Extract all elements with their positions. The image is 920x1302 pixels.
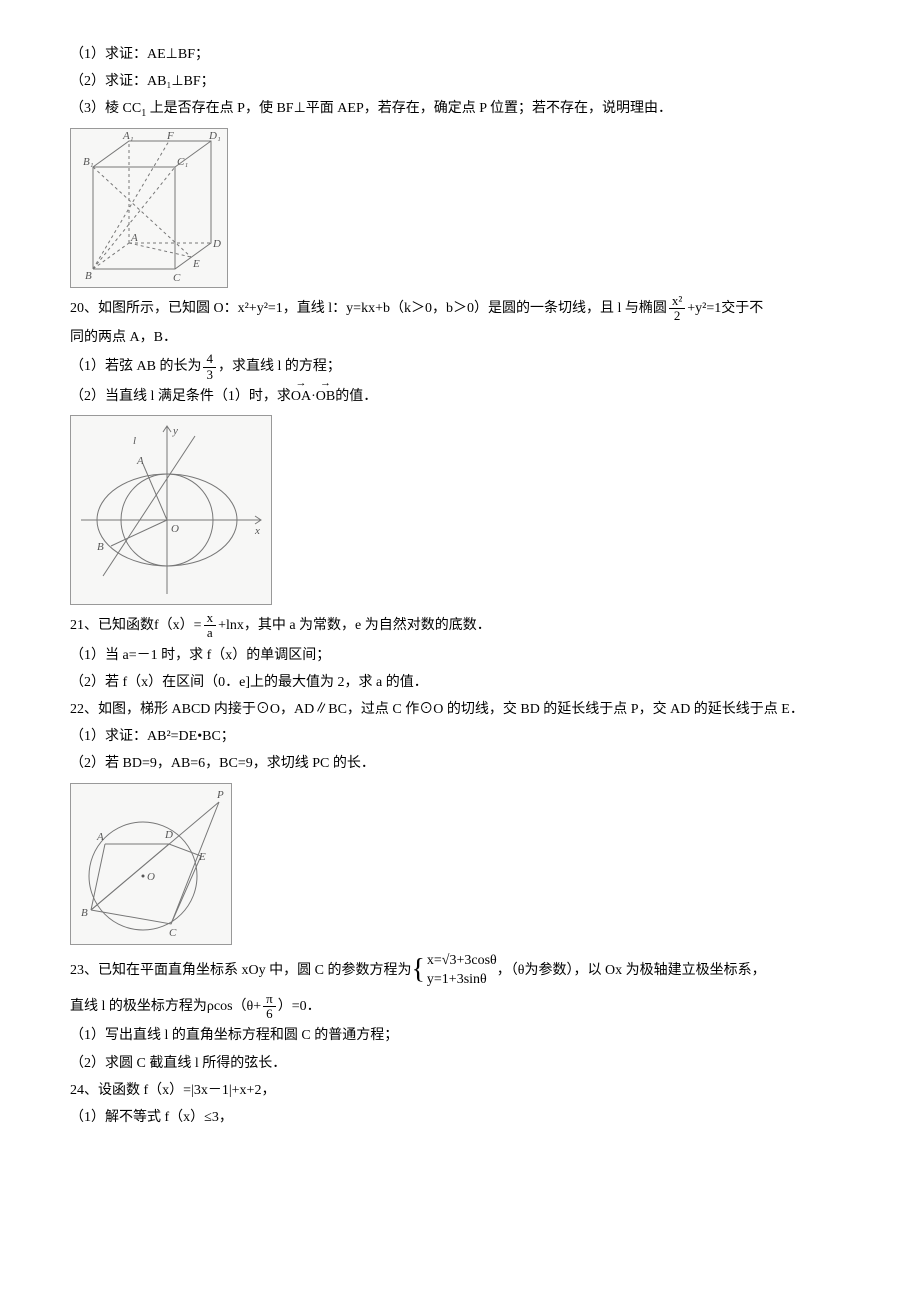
q23-num: 23、 xyxy=(70,962,98,977)
q21-part2: （2）若 f（x）在区间（0．e]上的最大值为 2，求 a 的值． xyxy=(70,670,850,695)
q20-part1: （1）若弦 AB 的长为43，求直线 l 的方程； xyxy=(70,352,850,382)
q20-ellipse-diagram: y A O x B l xyxy=(70,415,272,605)
q20-num: 20、 xyxy=(70,301,98,316)
svg-text:B: B xyxy=(85,270,92,282)
svg-text:A: A xyxy=(130,232,138,244)
svg-text:y: y xyxy=(172,425,178,437)
q23-stem-line2: 直线 l 的极坐标方程为ρcos（θ+π6）=0． xyxy=(70,992,850,1022)
q22-part1: （1）求证：AB²=DE•BC； xyxy=(70,724,850,749)
svg-text:A₁: A₁ xyxy=(122,130,134,142)
svg-text:F: F xyxy=(166,130,174,142)
q19-p3-a: （3）棱 CC xyxy=(70,101,141,116)
svg-text:P: P xyxy=(216,789,224,801)
q23-part2: （2）求圆 C 截直线 l 所得的弦长． xyxy=(70,1051,850,1076)
q21-part1: （1）当 a=－1 时，求 f（x）的单调区间； xyxy=(70,643,850,668)
q19-part2: （2）求证：AB₁⊥BF； xyxy=(70,69,850,94)
svg-text:x: x xyxy=(254,525,260,537)
svg-text:C₁: C₁ xyxy=(177,156,188,168)
q24-part1: （1）解不等式 f（x）≤3， xyxy=(70,1105,850,1130)
svg-text:C: C xyxy=(173,272,181,284)
brace-icon: { xyxy=(411,956,424,984)
q22-num: 22、 xyxy=(70,702,98,717)
q20-stem-line2: 同的两点 A，B． xyxy=(70,325,850,350)
q23-stem-line1: 23、已知在平面直角坐标系 xOy 中，圆 C 的参数方程为{x=√3+3cos… xyxy=(70,951,850,990)
q20-frac1: x²2 xyxy=(669,294,685,324)
q19-cube-diagram: A₁ F D₁ B₁ C₁ A DE B C xyxy=(70,128,228,288)
svg-text:E: E xyxy=(198,851,206,863)
q23-part1: （1）写出直线 l 的直角坐标方程和圆 C 的普通方程； xyxy=(70,1023,850,1048)
svg-text:B: B xyxy=(81,907,88,919)
q20-stem-b: +y²=1交于不 xyxy=(687,301,763,316)
q19-part3: （3）棱 CC1 上是否存在点 P，使 BF⊥平面 AEP，若存在，确定点 P … xyxy=(70,96,850,121)
q20-stem-line1: 20、如图所示，已知圆 O：x²+y²=1，直线 l：y=kx+b（k＞0，b＞… xyxy=(70,294,850,324)
svg-text:E: E xyxy=(192,258,200,270)
q20-part2: （2）当直线 l 满足条件（1）时，求OA·OB的值． xyxy=(70,384,850,409)
q21-stem: 21、已知函数f（x）=xa+lnx，其中 a 为常数，e 为自然对数的底数． xyxy=(70,611,850,641)
q24-num: 24、 xyxy=(70,1083,98,1098)
svg-text:A: A xyxy=(96,831,104,843)
svg-text:B₁: B₁ xyxy=(83,156,94,168)
q22-stem: 22、如图，梯形 ABCD 内接于⊙O，AD∥BC，过点 C 作⊙O 的切线，交… xyxy=(70,697,850,722)
svg-text:B: B xyxy=(97,541,104,553)
q24-stem: 24、设函数 f（x）=|3x－1|+x+2， xyxy=(70,1078,850,1103)
q20-stem-a: 如图所示，已知圆 O：x²+y²=1，直线 l：y=kx+b（k＞0，b＞0）是… xyxy=(98,301,667,316)
q22-circle-diagram: P A D E O B C xyxy=(70,783,232,945)
vector-ob: OB xyxy=(316,384,335,409)
svg-text:l: l xyxy=(133,435,136,447)
svg-text:D: D xyxy=(164,829,173,841)
q23-pi-frac: π6 xyxy=(263,992,276,1022)
q19-part1: （1）求证：AE⊥BF； xyxy=(70,42,850,67)
svg-text:D: D xyxy=(212,238,221,250)
svg-text:O: O xyxy=(171,523,179,535)
svg-text:A: A xyxy=(136,455,144,467)
q20-p1-frac: 43 xyxy=(203,352,216,382)
q21-frac: xa xyxy=(204,611,217,641)
svg-text:D₁: D₁ xyxy=(208,130,221,142)
svg-text:C: C xyxy=(169,927,177,939)
q21-num: 21、 xyxy=(70,618,98,633)
q19-p3-b: 上是否存在点 P，使 BF⊥平面 AEP，若存在，确定点 P 位置；若不存在，说… xyxy=(146,101,672,116)
q22-part2: （2）若 BD=9，AB=6，BC=9，求切线 PC 的长． xyxy=(70,751,850,776)
svg-text:O: O xyxy=(147,871,155,883)
q23-cases: x=√3+3cosθy=1+3sinθ xyxy=(427,951,497,990)
vector-oa: OA xyxy=(291,384,311,409)
